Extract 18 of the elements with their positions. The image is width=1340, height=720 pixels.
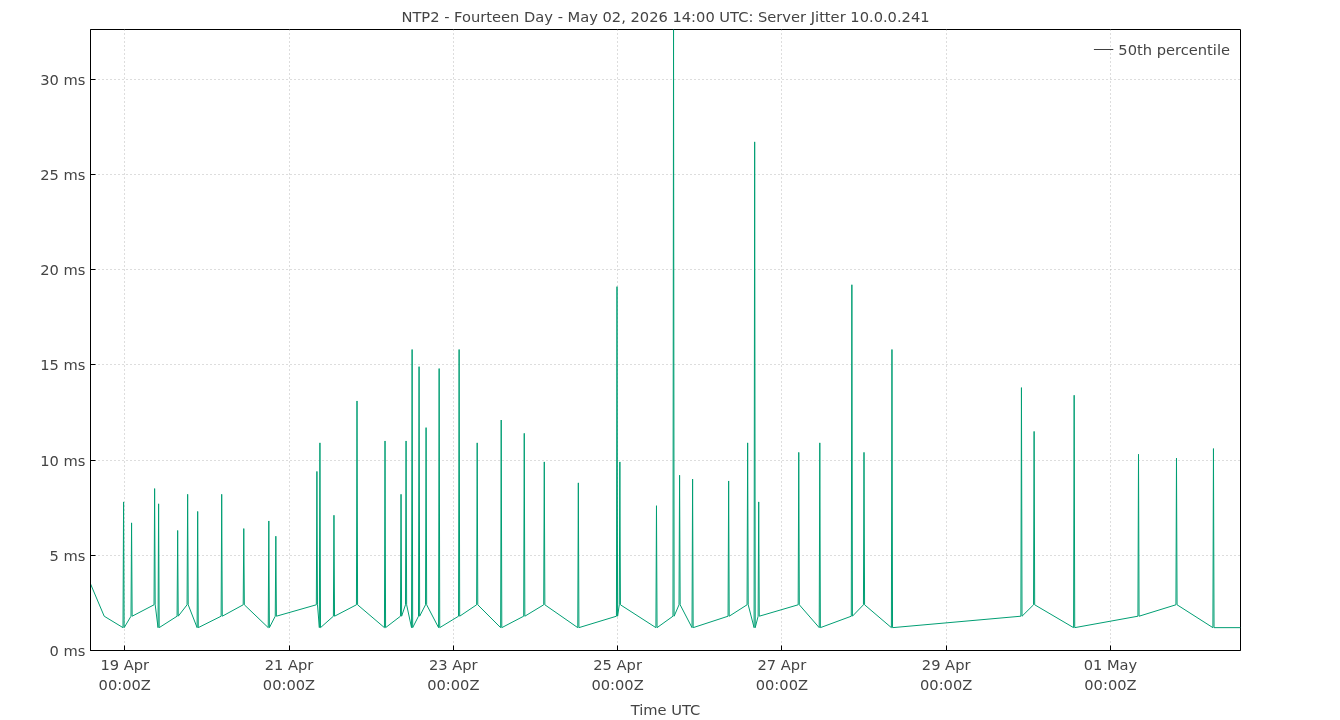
legend-label: 50th percentile <box>1118 40 1230 58</box>
x-tick-label: 21 Apr 00:00Z <box>262 655 316 693</box>
y-tick-label: 15 ms <box>40 356 86 374</box>
x-tick-label: 23 Apr 00:00Z <box>427 655 480 693</box>
x-tick-label: 19 Apr 00:00Z <box>98 655 151 693</box>
x-tick-label: 25 Apr 00:00Z <box>591 655 644 693</box>
y-tick-label: 25 ms <box>40 165 86 183</box>
y-tick-label: 30 ms <box>40 70 86 88</box>
x-axis-title: Time UTC <box>629 700 701 718</box>
y-tick-label: 20 ms <box>40 261 86 279</box>
x-tick-label: 29 Apr 00:00Z <box>920 655 973 693</box>
y-tick-label: 5 ms <box>49 546 86 564</box>
line-series <box>90 29 1241 629</box>
y-tick-label: 0 ms <box>49 642 86 659</box>
x-tick-label: 01 May 00:00Z <box>1083 655 1138 693</box>
chart-title: NTP2 - Fourteen Day - May 02, 2026 14:00 UTC: Server Jitter 10.0.0.241 <box>401 7 930 25</box>
y-tick-label: 10 ms <box>40 451 86 469</box>
x-tick-label: 27 Apr 00:00Z <box>755 655 809 693</box>
